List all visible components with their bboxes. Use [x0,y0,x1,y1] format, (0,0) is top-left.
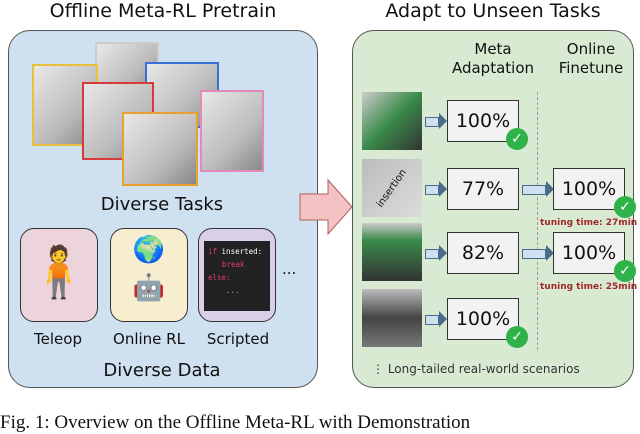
tuning-time-2: tuning time: 27min [540,218,638,228]
online-rl-card: 🌍 🤖 [110,228,188,322]
robot-icon: 🤖 [132,273,166,303]
check-icon: ✓ [506,128,528,150]
scripted-card: if inserted: break else: ... [198,228,276,322]
person-icon: 🧍 [27,243,91,301]
meta-result-4: 100% [447,298,519,340]
arrow-icon [522,181,554,197]
arrow-icon [425,113,447,129]
more-ellipsis: ... [282,260,297,278]
arrow-icon [522,245,554,261]
finetune-result-3: 100% [553,232,625,274]
task-image-2: insertion [362,159,422,217]
arrow-icon [425,181,447,197]
meta-result-3: 82% [447,232,519,274]
transfer-arrow [299,178,353,236]
globe-icon: 🌍 [132,235,166,265]
tuning-time-3: tuning time: 25min [540,282,638,292]
arrow-icon [425,245,447,261]
figure-caption: Fig. 1: Overview on the Offline Meta-RL … [0,412,471,433]
vertical-ellipsis-icon: ⋮ [372,362,388,376]
scripted-label: Scripted [206,330,270,348]
column-divider [537,92,538,350]
teleop-label: Teleop [34,330,82,348]
check-icon: ✓ [614,196,636,218]
online-finetune-header: Online Finetune [558,40,624,77]
teleop-card: 🧍 [20,228,98,322]
task-image-1 [362,92,422,150]
online-rl-label: Online RL [113,330,185,348]
code-else-line: else: [208,273,231,282]
check-icon: ✓ [506,326,528,348]
diverse-data-label: Diverse Data [103,360,221,381]
check-icon: ✓ [614,260,636,282]
finetune-result-2: 100% [553,168,625,210]
left-title: Offline Meta-RL Pretrain [49,0,277,22]
right-title: Adapt to Unseen Tasks [385,0,601,22]
task-image-3 [362,223,422,281]
footer-note: ⋮ Long-tailed real-world scenarios [372,362,580,376]
code-snippet: if inserted: break else: ... [204,241,270,311]
diverse-tasks-label: Diverse Tasks [100,194,224,215]
arrow-icon [425,311,447,327]
meta-adaptation-header: Meta Adaptation [451,40,535,77]
task-image-4 [362,289,422,347]
meta-result-2: 77% [447,168,519,210]
